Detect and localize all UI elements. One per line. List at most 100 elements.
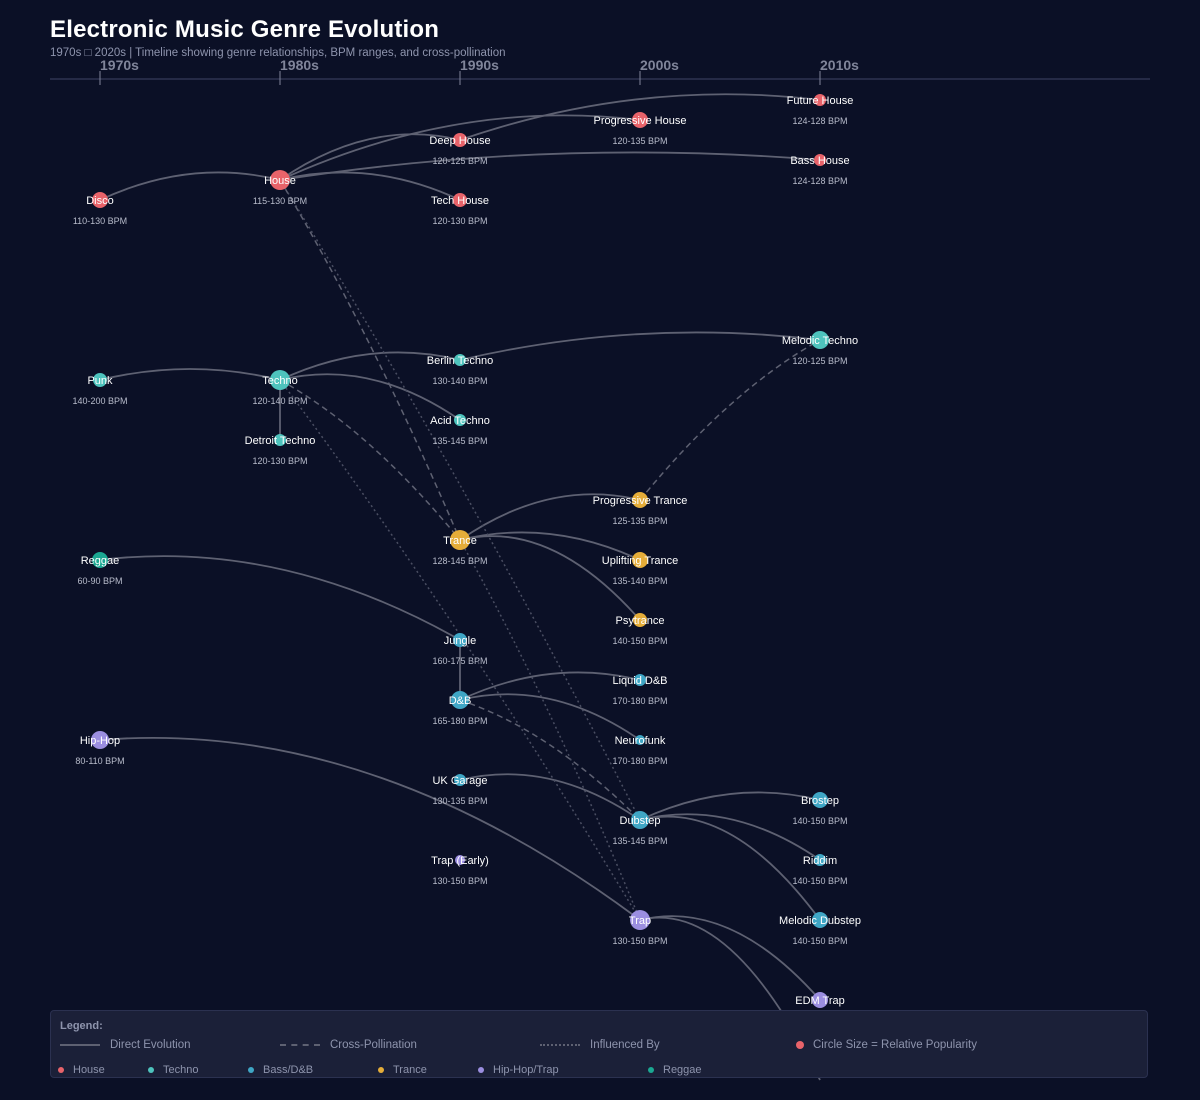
genre-node-basshouse[interactable]: Bass House 124-128 BPM: [790, 154, 850, 186]
genre-node-detroit[interactable]: Detroit Techno 120-130 BPM: [245, 434, 316, 466]
genre-node-dubstep[interactable]: Dubstep 135-145 BPM: [612, 811, 668, 846]
legend-family-trance: Trance: [378, 1063, 427, 1077]
genre-label: Dubstep: [620, 815, 661, 827]
genre-node-berlin[interactable]: Berlin Techno 130-140 BPM: [427, 354, 493, 386]
genre-node-futurehouse[interactable]: Future House 124-128 BPM: [787, 94, 854, 126]
genre-node-progtrance[interactable]: Progressive Trance 125-135 BPM: [593, 492, 688, 526]
genre-bpm: 120-130 BPM: [432, 216, 487, 226]
genre-label: Progressive Trance: [593, 495, 688, 507]
legend-direct-label: Direct Evolution: [110, 1039, 191, 1051]
genre-circle[interactable]: [453, 633, 467, 647]
genre-circle[interactable]: [814, 854, 826, 866]
genre-bpm: 125-135 BPM: [612, 516, 667, 526]
genre-circle[interactable]: [454, 414, 466, 426]
decade-label: 1990s: [460, 57, 499, 73]
genre-node-techhouse[interactable]: Tech House 120-130 BPM: [431, 193, 489, 226]
genre-circle[interactable]: [630, 910, 650, 930]
genre-bpm: 128-145 BPM: [432, 556, 487, 566]
genre-node-ukgarage[interactable]: UK Garage 130-135 BPM: [432, 774, 488, 806]
dashed-line-icon: [280, 1044, 320, 1046]
genre-node-neurofunk[interactable]: Neurofunk 170-180 BPM: [612, 735, 668, 766]
genre-circle[interactable]: [454, 354, 466, 366]
genre-circle[interactable]: [454, 774, 466, 786]
genre-node-uplifting[interactable]: Uplifting Trance 135-140 BPM: [602, 552, 678, 586]
genre-circle[interactable]: [632, 552, 648, 568]
genre-circle[interactable]: [450, 530, 470, 550]
genre-circle[interactable]: [812, 792, 828, 808]
genre-circle[interactable]: [93, 373, 107, 387]
genre-circle[interactable]: [453, 193, 467, 207]
genre-circle[interactable]: [92, 192, 108, 208]
genre-node-melodicdubstep[interactable]: Melodic Dubstep 140-150 BPM: [779, 912, 861, 946]
genre-bpm: 160-175 BPM: [432, 656, 487, 666]
edge-direct: [99, 555, 461, 641]
genre-circle[interactable]: [455, 855, 465, 865]
genre-node-deephouse[interactable]: Deep House 120-125 BPM: [429, 133, 491, 166]
genre-node-trap[interactable]: Trap 130-150 BPM: [612, 910, 668, 946]
genre-circle[interactable]: [632, 492, 648, 508]
genre-circle[interactable]: [634, 674, 646, 686]
genre-bpm: 140-150 BPM: [612, 636, 667, 646]
genre-bpm: 135-145 BPM: [432, 436, 487, 446]
edge-direct: [459, 93, 821, 141]
genre-node-punk[interactable]: Punk 140-200 BPM: [72, 373, 128, 406]
genre-circle[interactable]: [631, 811, 649, 829]
genre-circle[interactable]: [453, 133, 467, 147]
genre-bpm: 60-90 BPM: [77, 576, 122, 586]
genre-circle[interactable]: [633, 613, 647, 627]
genre-circle[interactable]: [635, 735, 645, 745]
decade-label: 1970s: [100, 57, 139, 73]
edge-cross: [279, 379, 461, 541]
page-title: Electronic Music Genre Evolution: [50, 16, 440, 43]
genre-circle[interactable]: [270, 170, 290, 190]
genre-node-brostep[interactable]: Brostep 140-150 BPM: [792, 792, 848, 826]
genre-node-trance[interactable]: Trance 128-145 BPM: [432, 530, 488, 566]
genre-node-liquid[interactable]: Liquid D&B 170-180 BPM: [612, 674, 668, 706]
genre-node-hiphop[interactable]: Hip-Hop 80-110 BPM: [75, 731, 125, 766]
genre-label: Psytrance: [616, 615, 665, 627]
legend-family-house: House: [58, 1063, 105, 1077]
genre-circle[interactable]: [814, 94, 826, 106]
legend-family-label: Trance: [393, 1064, 427, 1076]
genre-node-psytrance[interactable]: Psytrance 140-150 BPM: [612, 613, 668, 646]
genre-node-trapearly[interactable]: Trap (Early) 130-150 BPM: [431, 855, 489, 886]
genre-circle[interactable]: [270, 370, 290, 390]
genre-label: Berlin Techno: [427, 355, 493, 367]
genre-bpm: 110-130 BPM: [73, 216, 127, 226]
genre-node-melodictechno[interactable]: Melodic Techno 120-125 BPM: [782, 331, 858, 366]
edge-direct: [99, 171, 281, 201]
genre-node-reggae[interactable]: Reggae 60-90 BPM: [77, 552, 123, 586]
genre-node-riddim[interactable]: Riddim 140-150 BPM: [792, 854, 848, 886]
node-layer: Disco 110-130 BPM House 115-130 BPM Deep Hou…: [72, 94, 861, 1026]
genre-node-techno[interactable]: Techno 120-140 BPM: [252, 370, 308, 406]
legend-family-reggae: Reggae: [648, 1063, 702, 1077]
genre-circle[interactable]: [812, 912, 828, 928]
genre-circle[interactable]: [632, 112, 648, 128]
edge-direct: [99, 737, 641, 921]
genre-node-acid[interactable]: Acid Techno 135-145 BPM: [430, 414, 490, 446]
genre-node-house[interactable]: House 115-130 BPM: [253, 170, 307, 206]
genre-node-disco[interactable]: Disco 110-130 BPM: [73, 192, 127, 226]
genre-node-proghouse[interactable]: Progressive House 120-135 BPM: [594, 112, 687, 146]
techno-color-dot-icon: [148, 1067, 154, 1073]
edge-direct: [99, 368, 281, 381]
genre-label: Reggae: [81, 555, 120, 567]
genre-node-dnb[interactable]: D&B 165-180 BPM: [432, 691, 488, 726]
legend-cross: Cross-Pollination: [280, 1038, 417, 1052]
genre-circle[interactable]: [92, 552, 108, 568]
genre-circle[interactable]: [811, 331, 829, 349]
edge-direct: [279, 171, 461, 201]
genre-circle[interactable]: [812, 992, 828, 1008]
decade-label: 1980s: [280, 57, 319, 73]
genre-bpm: 135-145 BPM: [612, 836, 667, 846]
trance-color-dot-icon: [378, 1067, 384, 1073]
genre-circle[interactable]: [274, 434, 286, 446]
genre-circle[interactable]: [451, 691, 469, 709]
genre-circle[interactable]: [814, 154, 826, 166]
dotted-line-icon: [540, 1044, 580, 1046]
edge-direct: [639, 791, 821, 821]
genre-node-jungle[interactable]: Jungle 160-175 BPM: [432, 633, 488, 666]
genre-bpm: 120-130 BPM: [252, 456, 307, 466]
genre-circle[interactable]: [91, 731, 109, 749]
edge-direct: [459, 671, 641, 701]
